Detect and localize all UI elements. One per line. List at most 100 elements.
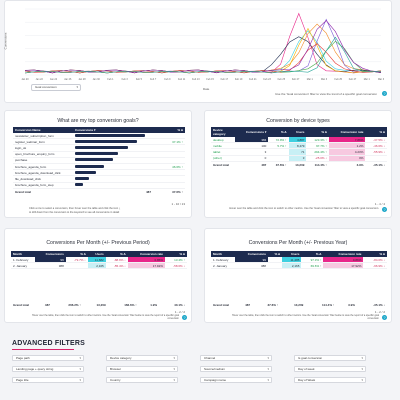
table-row[interactable]: brochure_agenda_download_click (13, 169, 185, 177)
column-header[interactable]: Conversions (247, 252, 266, 256)
column-header[interactable]: Conversions ▾ (75, 128, 96, 132)
cell-rate: 17.92% (127, 262, 165, 270)
table-row[interactable]: 1. February 99 -79.7% ↓ 11,682 -88.9% ↓ 0.85%… (11, 257, 187, 264)
prev-period-title: Conversions Per Month (+/- Previous Peri… (46, 240, 150, 246)
table-header: Month Conversions % Δ Users % Δ Conversi… (211, 251, 387, 257)
cell-users: 3 (288, 155, 307, 162)
cell-d2: 97.3% ↑ (301, 257, 324, 264)
column-header[interactable]: Conversion Name (15, 128, 41, 132)
column-header[interactable]: Conversion rate (140, 252, 163, 256)
table-row[interactable]: brochure_agenda_form 46.6% ↑ (13, 163, 185, 171)
table-pager[interactable]: 1 - 4 / 4 (374, 202, 385, 206)
filter-dropdown[interactable]: Landing page + query string ▾ (12, 366, 84, 372)
conversion-name: brochure_agenda_download_click (13, 169, 73, 177)
column-header[interactable]: % Δ (80, 252, 86, 256)
help-icon[interactable]: ? (382, 91, 387, 96)
delta (153, 133, 185, 140)
filter-dropdown[interactable]: Campaign name ▾ (200, 377, 272, 383)
table-row[interactable]: login_ok (13, 144, 185, 152)
filter-dropdown[interactable]: Channel ▾ (200, 355, 272, 361)
row-label: tablet (211, 148, 235, 156)
column-header[interactable]: Users (296, 130, 305, 134)
prev-period-total: Grand total 487 266.2% ↑ 13,209 166.6% ↑… (11, 302, 187, 308)
filter-dropdown[interactable]: Browser ▾ (106, 366, 178, 372)
table-row[interactable]: 1. February 99 11,485 97.3% ↑ 0.86% -84.0% ↓ (211, 257, 387, 264)
conversion-bar (75, 176, 89, 180)
table-pager[interactable]: 1 - 2 / 2 (374, 310, 385, 314)
cell-d1 (267, 257, 283, 264)
column-header[interactable]: Month (13, 252, 22, 256)
chevron-down-icon: ▾ (361, 378, 363, 382)
table-row[interactable]: file_download_click (13, 175, 185, 183)
help-icon[interactable]: ? (382, 207, 387, 212)
column-header[interactable]: Users (291, 252, 300, 256)
filter-dropdown[interactable]: Page path ▾ (12, 355, 84, 361)
conversion-bar (75, 139, 137, 143)
column-header[interactable]: Users (95, 252, 104, 256)
column-header[interactable]: % Δ (179, 252, 185, 256)
filter-dropdown[interactable]: Day of Week ▾ (294, 377, 366, 383)
cell-d1: -79.7% ↓ (65, 257, 88, 264)
table-row[interactable]: open_brochure_enquiry_form (13, 151, 185, 158)
cell-d3: -46.6% ↓ (365, 142, 387, 150)
conversion-bar (75, 170, 96, 174)
x-tick-label: Feb 15 (206, 78, 214, 81)
chevron-down-icon: ▾ (79, 378, 81, 382)
table-row[interactable]: 2. January 388 2,165 69.6% ↑ 17.92% -96.9% ↓ (211, 262, 387, 270)
cell-users: 71 (288, 148, 307, 156)
filter-dropdown[interactable]: Country ▾ (106, 377, 178, 383)
x-tick-label: Feb 9 (164, 78, 171, 81)
column-header[interactable]: Conversion rate (340, 130, 364, 134)
column-header[interactable]: % Δ (315, 252, 322, 256)
column-header[interactable]: % Δ (120, 252, 126, 256)
row-label: 2. January (211, 262, 235, 270)
table-pager[interactable]: 1 - 10 / 13 (171, 202, 185, 206)
table-row[interactable]: tablet 3 71 294.4% ↑ 4.23% -55.9% ↓ (211, 148, 387, 156)
cell-conv: 0 (235, 155, 269, 162)
device-title: Conversion by device types (266, 118, 330, 124)
help-icon[interactable]: ? (182, 315, 187, 320)
column-header[interactable]: % Δ (379, 130, 385, 134)
filter-dropdown[interactable]: Page title ▾ (12, 377, 84, 383)
line-chart-card: Jan 20 Jan 22 Jan 24 Jan 26 Jan 28 Jan 30 Feb … (3, 0, 392, 103)
column-header[interactable]: % Δ (274, 252, 281, 256)
filter-dropdown[interactable]: Source/medium ▾ (200, 366, 272, 372)
column-header[interactable]: Conversion rate (338, 252, 362, 256)
table-row[interactable]: brochure_agenda_form_step (13, 182, 185, 189)
grand-total-row: Grand total 487 37.6% ↑ 13,209 114.4% ↑ … (213, 303, 385, 307)
column-header[interactable]: % Δ (177, 128, 183, 132)
column-header[interactable]: Month (213, 252, 222, 256)
table-row[interactable]: register_webinar_form 37.1% ↑ (13, 138, 185, 146)
row-label: desktop (211, 137, 235, 144)
filter-dropdown[interactable]: Day of week ▾ (294, 366, 366, 372)
table-header: Device category Conversions ▾ % Δ Users … (211, 127, 387, 137)
table-row[interactable]: purchase (13, 157, 185, 164)
goal-conversion-dropdown[interactable]: Goal conversion ▾ (31, 84, 81, 91)
column-header[interactable]: Device category (213, 128, 226, 136)
column-header[interactable]: Conversions (45, 252, 64, 256)
column-header[interactable]: % Δ (321, 130, 327, 134)
table-row[interactable]: newsletter_subscription_form (13, 133, 185, 140)
delta (153, 144, 185, 152)
conversion-bar-cell (73, 133, 153, 140)
column-header[interactable]: % Δ (379, 252, 385, 256)
table-row[interactable]: mobile 100 5.7% ↑ 8,479 97.7% ↑ 1.2% -46.6% ↓ (211, 142, 387, 150)
column-header[interactable]: % Δ (280, 130, 287, 134)
line-chart-hint: Use the 'Goal conversion' filter to view… (275, 92, 377, 96)
cell-users: 2,165 (282, 262, 302, 270)
delta (153, 175, 185, 183)
cell-d3: -58.6% ↓ (164, 262, 187, 270)
filter-dropdown[interactable]: Device category ▾ (106, 355, 178, 361)
prev-year-card: Conversions Per Month (+/- Previous Year… (204, 228, 392, 323)
table-pager[interactable]: 1 - 2 / 2 (174, 310, 185, 314)
x-tick-label: Feb 21 (249, 78, 257, 81)
table-row[interactable]: 2. January 388 2,165 -55.4% ↓ 17.92% -58.6% ↓ (11, 262, 187, 270)
column-header[interactable]: Conversions ▾ (245, 130, 267, 134)
series-line (24, 36, 382, 74)
help-icon[interactable]: ? (382, 315, 387, 320)
x-tick-label: Mar 1 (364, 78, 371, 81)
table-row[interactable]: desktop 384 72.9% ↑ 4,887 123.3% ↑ 7.86% -37.5… (211, 137, 387, 144)
filter-dropdown[interactable]: Is goal conversion ▾ (294, 355, 366, 361)
table-row[interactable]: (other) 0 3 -25.0% ↓ 0% (211, 155, 387, 162)
cell-users: 11,485 (282, 257, 302, 264)
